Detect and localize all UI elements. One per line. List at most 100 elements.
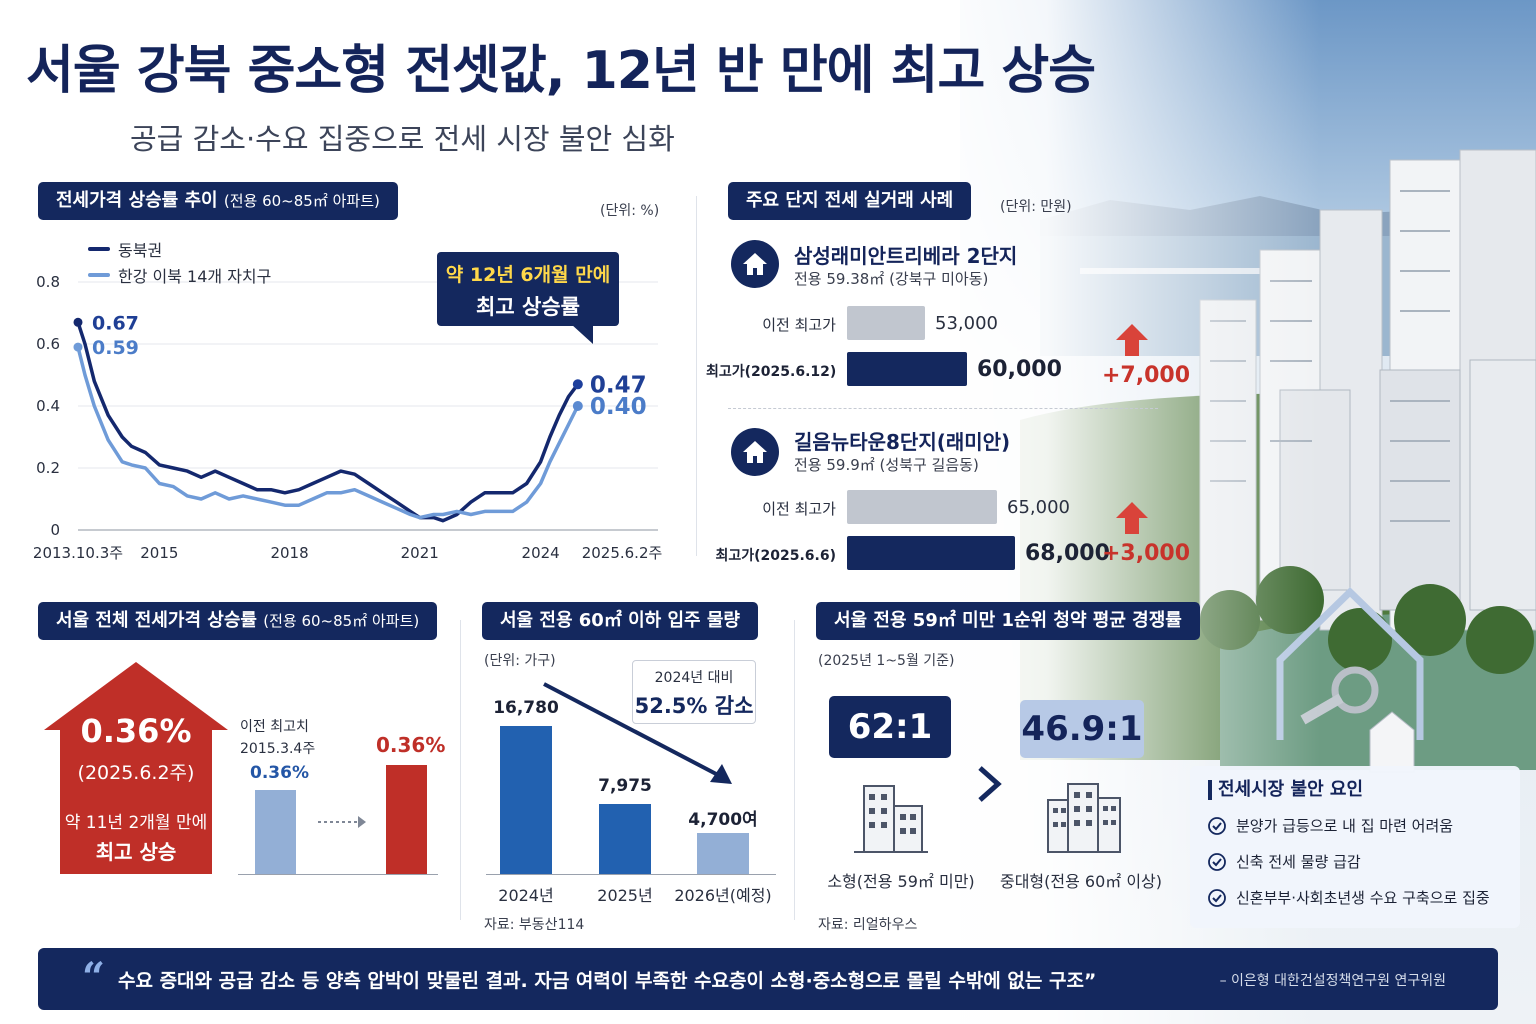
callout-line2: 최고 상승률 bbox=[476, 295, 580, 319]
increase-arrow-icon bbox=[1116, 502, 1148, 534]
increase-arrow-icon bbox=[1116, 324, 1148, 356]
prev-record-date: 2015.3.4주 bbox=[240, 741, 316, 757]
series-end-label: 0.40 bbox=[590, 394, 647, 420]
supply-category-label: 2026년(예정) bbox=[674, 886, 772, 905]
supply-value-label: 7,975 bbox=[598, 776, 652, 796]
check-circle-icon bbox=[1208, 888, 1226, 907]
competition-section-pill: 서울 전용 59㎡ 미만 1순위 청약 평균 경쟁률 bbox=[816, 602, 1200, 640]
supply-bar bbox=[599, 804, 651, 874]
legend-swatch-dark bbox=[88, 247, 110, 251]
prev-high-bar bbox=[847, 490, 997, 524]
prev-high-value: 53,000 bbox=[935, 313, 998, 334]
series-start-label: 0.59 bbox=[92, 337, 139, 359]
legend-label: 동북권 bbox=[118, 241, 163, 260]
factor-text: 신축 전세 물량 급감 bbox=[1236, 853, 1361, 871]
y-tick-label: 0 bbox=[50, 521, 60, 539]
supply-value-label: 4,700여 bbox=[688, 810, 758, 830]
supply-bar bbox=[697, 833, 749, 874]
series-line bbox=[76, 346, 580, 520]
factor-text: 신혼부부·사회초년생 수요 구축으로 집중 bbox=[1236, 889, 1490, 907]
small-building-icon bbox=[854, 785, 928, 853]
current-record-bar bbox=[386, 765, 427, 874]
supply-source: 자료: 부동산114 bbox=[484, 917, 585, 933]
factor-item: 신축 전세 물량 급감 bbox=[1208, 851, 1502, 872]
prev-record-bar bbox=[255, 790, 296, 874]
factors-heading: 전세시장 불안 요인 bbox=[1208, 780, 1502, 800]
page-title: 서울 강북 중소형 전셋값, 12년 반 만에 최고 상승 bbox=[26, 41, 1096, 101]
x-tick-label: 2021 bbox=[401, 544, 439, 562]
baseline bbox=[238, 874, 438, 875]
trend-pill-title: 전세가격 상승률 추이 bbox=[56, 190, 218, 211]
page-subtitle: 공급 감소·수요 집중으로 전세 시장 불안 심화 bbox=[130, 122, 675, 156]
rate-up-arrow-icon bbox=[44, 662, 228, 874]
y-tick-label: 0.2 bbox=[36, 459, 60, 477]
house-icon bbox=[731, 240, 779, 288]
line-chart-data-labels: 0.67 0.47 0.59 0.40 bbox=[92, 312, 647, 420]
check-circle-icon bbox=[1208, 852, 1226, 871]
chevron-right-icon bbox=[978, 766, 1002, 802]
supply-baseline bbox=[486, 874, 776, 875]
new-high-label: 최고가(2025.6.12) bbox=[706, 364, 837, 380]
series-start-label: 0.67 bbox=[92, 312, 139, 334]
complexes-unit: (단위: 만원) bbox=[1000, 199, 1072, 215]
seoul-rate-caption-2: 최고 상승 bbox=[95, 840, 177, 864]
mid-ratio: 46.9:1 bbox=[1020, 700, 1144, 758]
trend-unit: (단위: %) bbox=[600, 203, 660, 219]
quote-text: 수요 증대와 공급 감소 등 양측 압박이 맞물린 결과. 자금 여력이 부족한… bbox=[118, 970, 1097, 992]
trend-section-pill: 전세가격 상승률 추이 (전용 60~85㎡ 아파트) bbox=[38, 182, 398, 220]
x-tick-label: 2015 bbox=[140, 544, 178, 562]
house-icon bbox=[731, 428, 779, 476]
legend-item-northeast: 동북권 bbox=[88, 236, 271, 262]
seoul-rate-pill-title: 서울 전체 전세가격 상승률 bbox=[56, 610, 257, 631]
trend-pill-note: (전용 60~85㎡ 아파트) bbox=[223, 192, 380, 210]
prev-record-label: 이전 최고치 bbox=[240, 719, 309, 735]
series-end-point bbox=[572, 401, 583, 411]
record-callout: 약 12년 6개월 만에 최고 상승률 bbox=[437, 252, 619, 344]
seoul-rate-date: (2025.6.2주) bbox=[77, 762, 195, 784]
supply-category-label: 2025년 bbox=[597, 886, 653, 905]
prev-record-value: 0.36% bbox=[250, 763, 309, 783]
y-tick-label: 0.8 bbox=[36, 273, 60, 291]
new-high-label: 최고가(2025.6.6) bbox=[715, 548, 836, 564]
supply-bar bbox=[500, 726, 552, 874]
y-tick-label: 0.6 bbox=[36, 335, 60, 353]
legend-item-north-14: 한강 이북 14개 자치구 bbox=[88, 262, 271, 288]
new-high-value: 68,000 bbox=[1025, 541, 1110, 566]
competition-basis: (2025년 1~5월 기준) bbox=[818, 653, 955, 669]
factor-text: 분양가 급등으로 내 집 마련 어려움 bbox=[1236, 817, 1454, 835]
divider bbox=[728, 408, 1158, 409]
quote-mark-icon: “ bbox=[82, 954, 106, 1001]
prev-high-value: 65,000 bbox=[1007, 497, 1070, 518]
supply-category-label: 2024년 bbox=[498, 886, 554, 905]
seoul-rate-value: 0.36% bbox=[80, 712, 192, 750]
current-record-value: 0.36% bbox=[376, 733, 446, 757]
x-tick-label: 2024 bbox=[522, 544, 560, 562]
complex-area: 전용 59.9㎡ (성북구 길음동) bbox=[794, 456, 979, 474]
prev-high-label: 이전 최고가 bbox=[762, 500, 836, 518]
series-end-point bbox=[572, 379, 583, 390]
series-start-point bbox=[73, 342, 83, 352]
prev-high-label: 이전 최고가 bbox=[762, 316, 836, 334]
check-circle-icon bbox=[1208, 816, 1226, 835]
dotted-arrow-icon bbox=[318, 816, 366, 828]
supply-value-label: 16,780 bbox=[493, 698, 559, 718]
line-chart-legend: 동북권 한강 이북 14개 자치구 bbox=[88, 236, 271, 288]
seoul-rate-pill-note: (전용 60~85㎡ 아파트) bbox=[263, 612, 420, 630]
supply-note-line2: 52.5% 감소 bbox=[634, 694, 754, 718]
series-start-point bbox=[73, 317, 83, 327]
line-chart-y-ticks: 0 0.2 0.4 0.6 0.8 bbox=[36, 273, 60, 539]
supply-unit: (단위: 가구) bbox=[484, 653, 556, 669]
quote-author: – 이은형 대한건설정책연구원 연구위원 bbox=[1219, 973, 1446, 989]
small-label: 소형(전용 59㎡ 미만) bbox=[827, 872, 975, 891]
legend-swatch-light bbox=[88, 273, 110, 277]
series-line bbox=[76, 321, 580, 523]
supply-section-pill: 서울 전용 60㎡ 이하 입주 물량 bbox=[482, 602, 758, 640]
divider bbox=[794, 620, 795, 920]
price-increase: +3,000 bbox=[1102, 541, 1191, 566]
decrease-trend-arrow-icon bbox=[543, 682, 732, 784]
complexes-section-pill: 주요 단지 전세 실거래 사례 bbox=[728, 182, 972, 220]
new-high-bar bbox=[847, 352, 967, 386]
series-end-label: 0.47 bbox=[590, 372, 647, 398]
complex-area: 전용 59.38㎡ (강북구 미아동) bbox=[794, 270, 989, 288]
x-tick-label: 2025.6.2주 bbox=[582, 544, 663, 562]
